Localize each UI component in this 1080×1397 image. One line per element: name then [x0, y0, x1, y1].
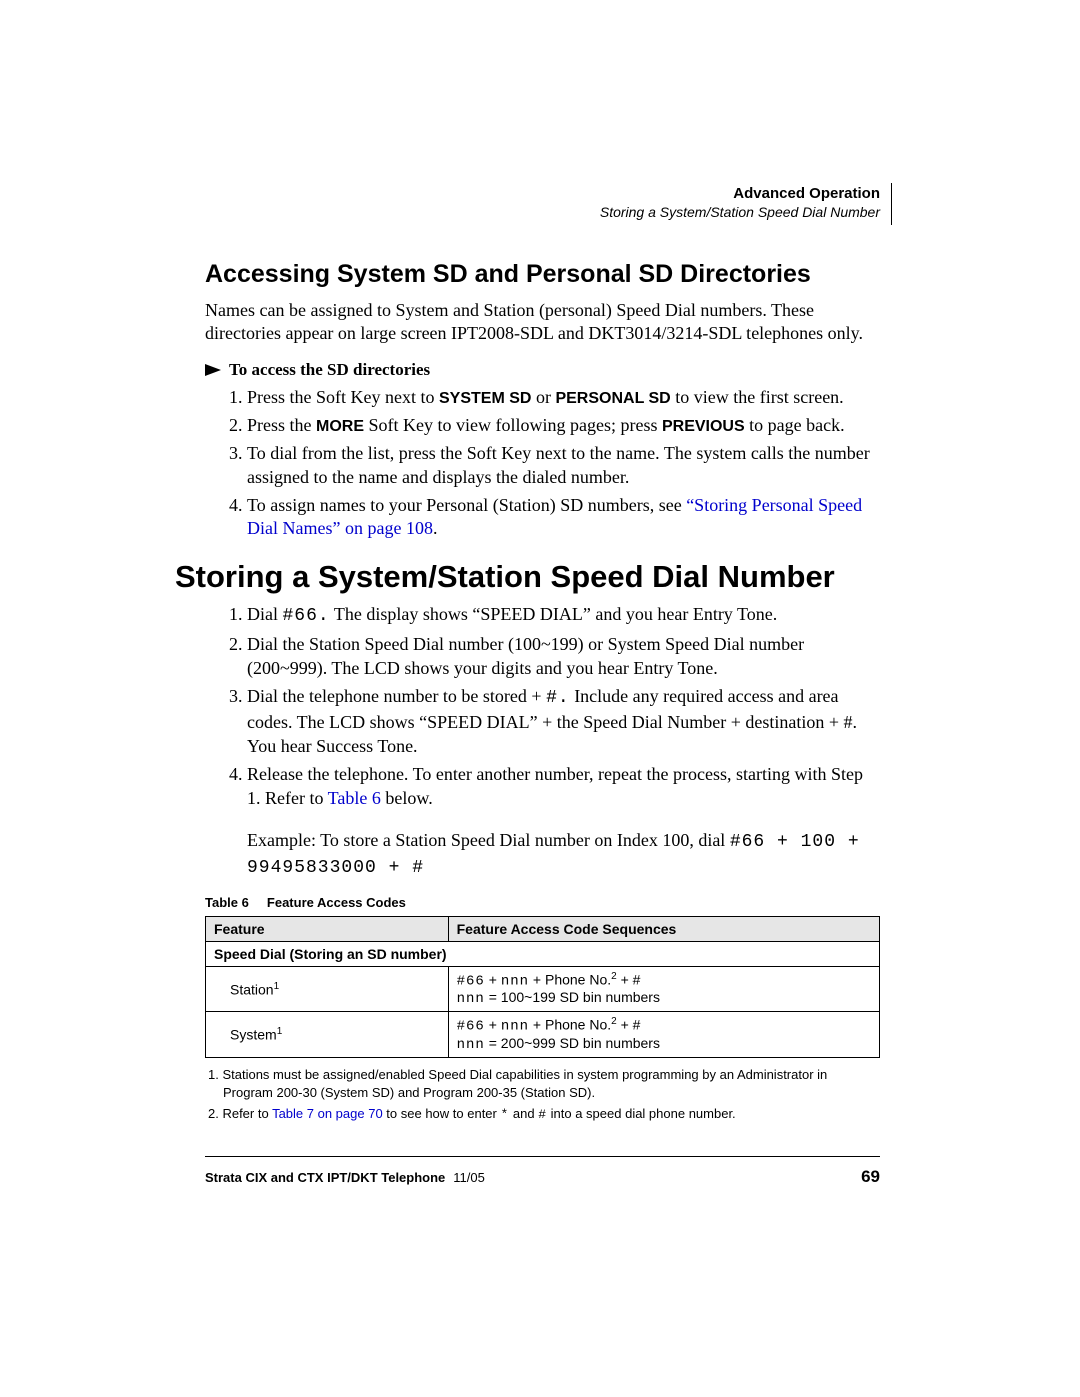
header-section: Storing a System/Station Speed Dial Numb… — [205, 204, 880, 220]
document-page: Advanced Operation Storing a System/Stat… — [0, 0, 1080, 1397]
store-step-2: Dial the Station Speed Dial number (100~… — [247, 633, 880, 681]
header-chapter: Advanced Operation — [205, 185, 880, 202]
access-step-2: Press the MORE Soft Key to view followin… — [247, 414, 880, 438]
access-steps-list: Press the Soft Key next to SYSTEM SD or … — [205, 386, 880, 542]
table-row-station: Station1 #66 + nnn + Phone No.2 + # nnn … — [206, 966, 880, 1012]
procedure-title: To access the SD directories — [229, 360, 430, 379]
link-table-7[interactable]: Table 7 on page 70 — [272, 1106, 383, 1121]
procedure-heading: To access the SD directories — [205, 360, 880, 380]
col-sequences: Feature Access Code Sequences — [448, 916, 879, 941]
store-step-3: Dial the telephone number to be stored +… — [247, 685, 880, 759]
table-footnotes: 1. Stations must be assigned/enabled Spe… — [205, 1066, 880, 1124]
intro-paragraph: Names can be assigned to System and Stat… — [205, 299, 880, 346]
footer-product: Strata CIX and CTX IPT/DKT Telephone11/0… — [205, 1170, 485, 1185]
table-subhead-row: Speed Dial (Storing an SD number) — [206, 941, 880, 966]
table-subhead: Speed Dial (Storing an SD number) — [206, 941, 880, 966]
footnote-1: 1. Stations must be assigned/enabled Spe… — [223, 1066, 880, 1101]
store-steps-list: Dial #66. The display shows “SPEED DIAL”… — [205, 603, 880, 811]
cell-system: System1 — [206, 1012, 449, 1058]
triangle-bullet-icon — [205, 364, 221, 376]
table-caption: Table 6 Feature Access Codes — [205, 895, 880, 910]
heading-accessing-sd: Accessing System SD and Personal SD Dire… — [205, 260, 880, 289]
example-paragraph: Example: To store a Station Speed Dial n… — [247, 829, 880, 881]
cell-station: Station1 — [206, 966, 449, 1012]
link-table-6[interactable]: Table 6 — [328, 788, 381, 808]
access-step-1: Press the Soft Key next to SYSTEM SD or … — [247, 386, 880, 410]
page-number: 69 — [861, 1167, 880, 1187]
running-header: Advanced Operation Storing a System/Stat… — [205, 185, 880, 220]
store-step-1: Dial #66. The display shows “SPEED DIAL”… — [247, 603, 880, 629]
col-feature: Feature — [206, 916, 449, 941]
table-header-row: Feature Feature Access Code Sequences — [206, 916, 880, 941]
footer-rule — [205, 1156, 880, 1157]
access-step-3: To dial from the list, press the Soft Ke… — [247, 442, 880, 490]
footnote-2: 2. Refer to Table 7 on page 70 to see ho… — [223, 1105, 880, 1124]
cell-system-seq: #66 + nnn + Phone No.2 + # nnn = 200~999… — [448, 1012, 879, 1058]
header-divider — [891, 183, 892, 225]
table-row-system: System1 #66 + nnn + Phone No.2 + # nnn =… — [206, 1012, 880, 1058]
feature-access-table: Feature Feature Access Code Sequences Sp… — [205, 916, 880, 1058]
store-step-4: Release the telephone. To enter another … — [247, 763, 880, 811]
access-step-4: To assign names to your Personal (Statio… — [247, 494, 880, 542]
heading-storing-speed-dial: Storing a System/Station Speed Dial Numb… — [175, 559, 880, 595]
page-footer: Strata CIX and CTX IPT/DKT Telephone11/0… — [205, 1167, 880, 1187]
cell-station-seq: #66 + nnn + Phone No.2 + # nnn = 100~199… — [448, 966, 879, 1012]
